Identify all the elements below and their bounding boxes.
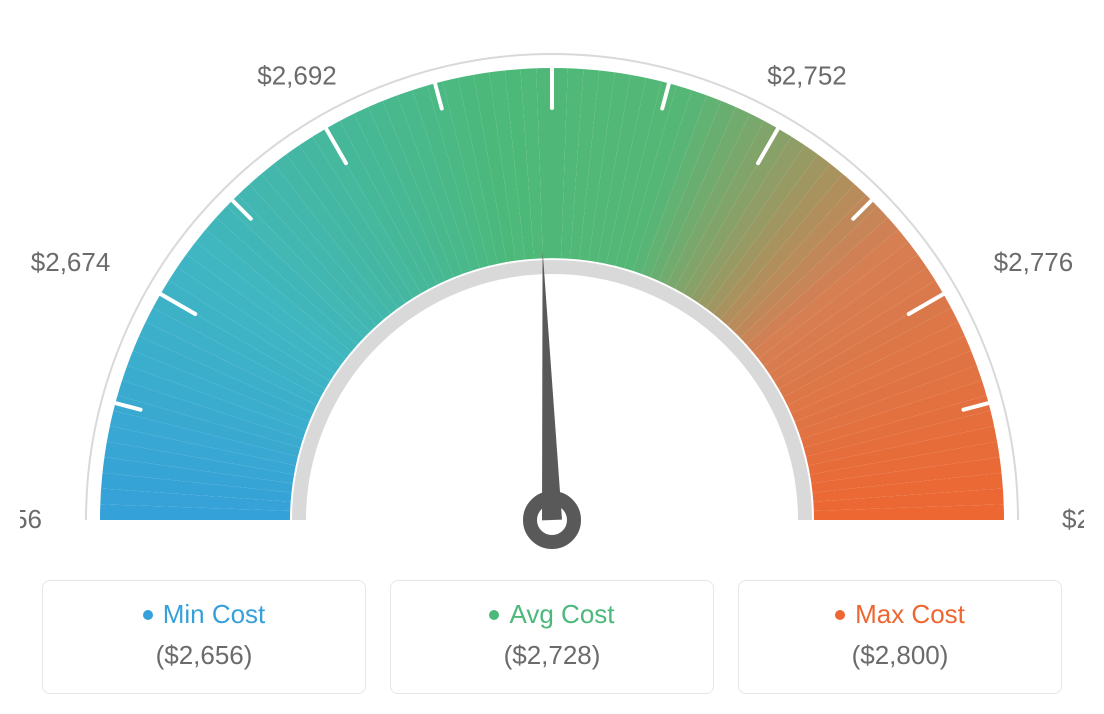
legend-label-avg: Avg Cost <box>509 599 614 630</box>
gauge-tick-label: $2,800 <box>1062 504 1084 534</box>
legend-value-min: ($2,656) <box>53 640 355 671</box>
gauge-svg: $2,656$2,674$2,692$2,728$2,752$2,776$2,8… <box>20 20 1084 550</box>
gauge-tick-label: $2,692 <box>257 60 337 90</box>
legend-card-min: Min Cost ($2,656) <box>42 580 366 694</box>
legend-dot-max <box>835 610 845 620</box>
gauge-tick-label: $2,674 <box>31 247 111 277</box>
legend-row: Min Cost ($2,656) Avg Cost ($2,728) Max … <box>42 580 1062 694</box>
cost-gauge: $2,656$2,674$2,692$2,728$2,752$2,776$2,8… <box>20 20 1084 550</box>
legend-value-avg: ($2,728) <box>401 640 703 671</box>
legend-dot-avg <box>489 610 499 620</box>
legend-dot-min <box>143 610 153 620</box>
legend-card-avg: Avg Cost ($2,728) <box>390 580 714 694</box>
gauge-tick-label: $2,776 <box>994 247 1074 277</box>
legend-value-max: ($2,800) <box>749 640 1051 671</box>
legend-card-max: Max Cost ($2,800) <box>738 580 1062 694</box>
gauge-tick-label: $2,656 <box>20 504 42 534</box>
gauge-needle <box>542 250 562 520</box>
legend-label-min: Min Cost <box>163 599 266 630</box>
legend-label-max: Max Cost <box>855 599 965 630</box>
gauge-tick-label: $2,752 <box>767 60 847 90</box>
